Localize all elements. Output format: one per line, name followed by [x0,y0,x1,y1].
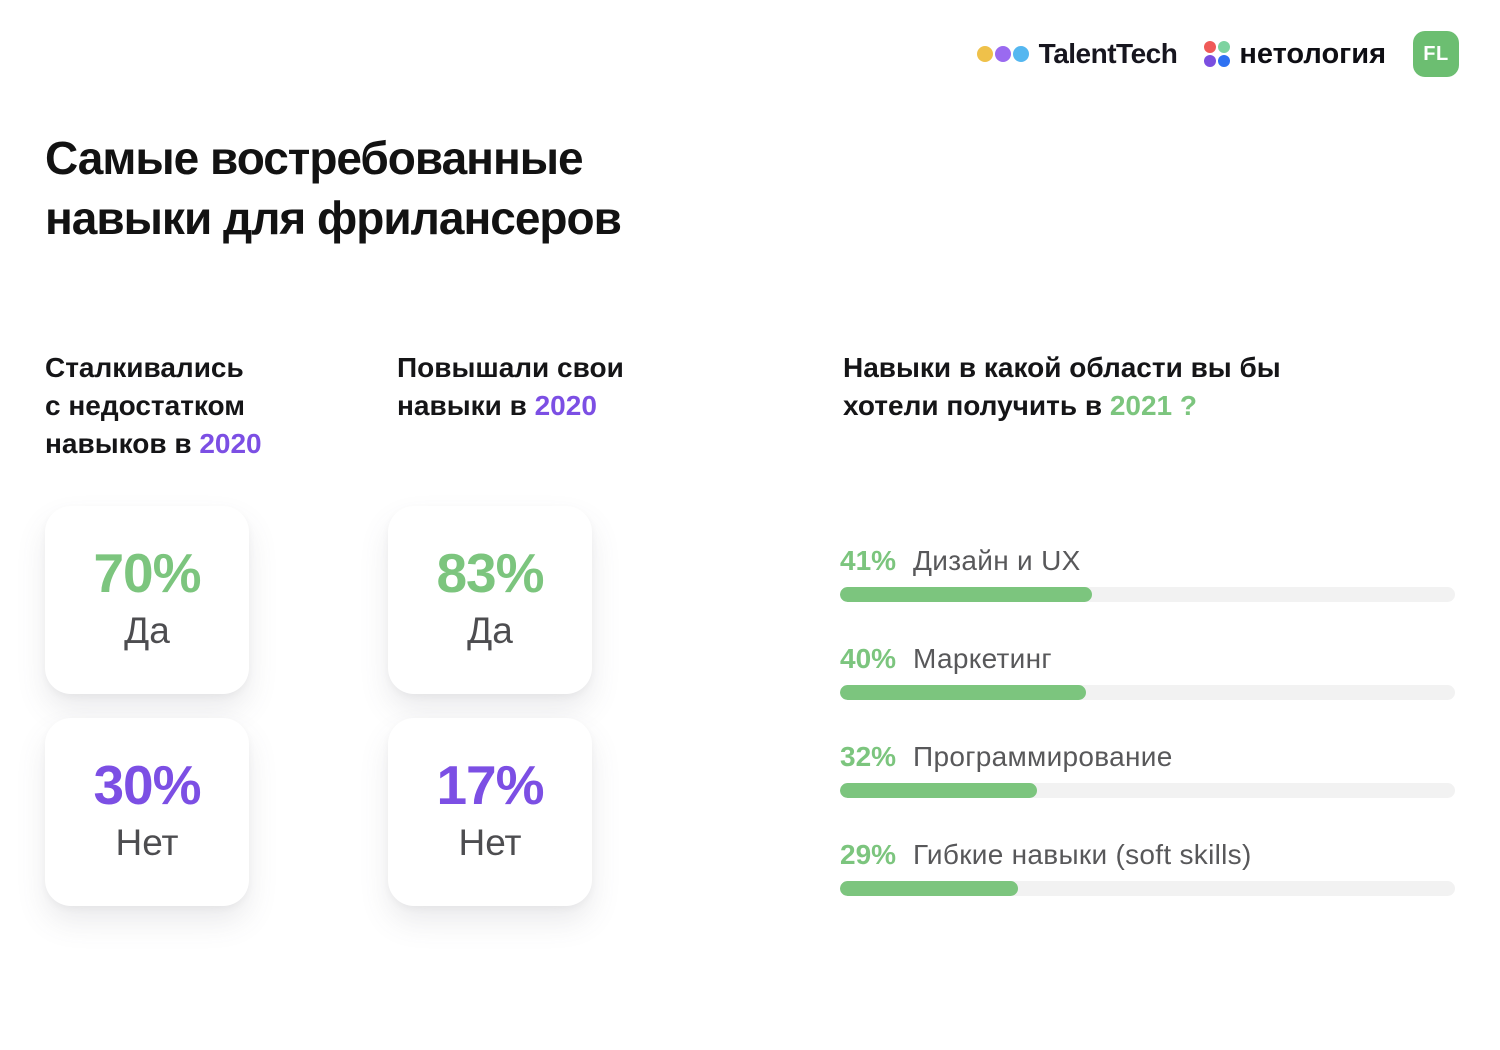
skill-percent: 41% [840,545,897,576]
stat-card: 83% Да [388,506,592,694]
stat-label: Да [467,610,513,652]
stat-card: 17% Нет [388,718,592,906]
progress-track [840,783,1455,798]
progress-fill [840,587,1093,602]
skill-percent: 32% [840,741,897,772]
stat1-heading-text: Сталкивались с недостатком навыков в [45,352,246,459]
skill-bar-label-line: 41% Дизайн и UX [840,546,1455,576]
stat2-heading-text: Повышали свои навыки в [397,352,624,421]
stat-value: 70% [93,542,201,605]
progress-track [840,881,1455,896]
progress-track [840,685,1455,700]
progress-fill [840,685,1086,700]
netology-dot-purple-icon [1204,55,1217,67]
skill-bar-row: 40% Маркетинг [840,644,1455,700]
skills-heading-text: Навыки в какой области вы бы хотели полу… [843,352,1281,421]
skill-bar-label-line: 32% Программирование [840,742,1455,772]
skill-bar-row: 32% Программирование [840,742,1455,798]
skills-bar-chart: 41% Дизайн и UX 40% Маркетинг 32% Програ… [840,546,1455,896]
talenttech-dot-blue-icon [1012,46,1029,62]
stat-label: Нет [115,822,179,864]
stat-label: Да [124,610,170,652]
netology-dot-blue-icon [1218,55,1231,67]
stat-value: 17% [436,754,544,817]
stat-value: 30% [93,754,201,817]
netology-dots-icon [1204,41,1231,67]
fl-badge: FL [1413,31,1459,77]
netology-wordmark: нетология [1239,37,1386,70]
stat-value: 83% [436,542,544,605]
progress-fill [840,783,1037,798]
skill-label: Гибкие навыки (soft skills) [913,839,1252,870]
netology-logo: нетология [1204,38,1386,71]
stat1-heading-year: 2020 [199,428,262,459]
talenttech-wordmark: TalentTech [1038,38,1178,69]
talenttech-dot-purple-icon [994,46,1011,62]
skill-percent: 40% [840,643,897,674]
skill-percent: 29% [840,839,897,870]
stat-card: 30% Нет [45,718,249,906]
stat2-heading: Повышали свои навыки в 2020 [397,349,737,425]
stat-card: 70% Да [45,506,249,694]
stat-label: Нет [458,822,522,864]
talenttech-dot-yellow-icon [976,46,993,62]
skill-label: Дизайн и UX [913,545,1081,576]
stat1-heading: Сталкивались с недостатком навыков в 202… [45,349,385,463]
stat2-heading-year: 2020 [534,390,597,421]
talenttech-logo: TalentTech [976,38,1178,70]
netology-dot-green-icon [1218,41,1231,53]
fl-badge-label: FL [1423,42,1449,65]
skill-bar-row: 41% Дизайн и UX [840,546,1455,602]
page-title: Самые востребованные навыки для фрилансе… [45,132,622,244]
talenttech-dots-icon [976,46,1029,62]
skills-heading: Навыки в какой области вы бы хотели полу… [843,349,1463,425]
netology-dot-red-icon [1204,41,1217,53]
skills-heading-year: 2021 ? [1109,390,1197,421]
skill-label: Программирование [913,741,1173,772]
skill-bar-label-line: 40% Маркетинг [840,644,1455,674]
skill-bar-label-line: 29% Гибкие навыки (soft skills) [840,840,1455,870]
brand-bar: TalentTech нетология FL [976,30,1459,78]
skill-label: Маркетинг [913,643,1052,674]
progress-track [840,587,1455,602]
skill-bar-row: 29% Гибкие навыки (soft skills) [840,840,1455,896]
progress-fill [840,881,1019,896]
